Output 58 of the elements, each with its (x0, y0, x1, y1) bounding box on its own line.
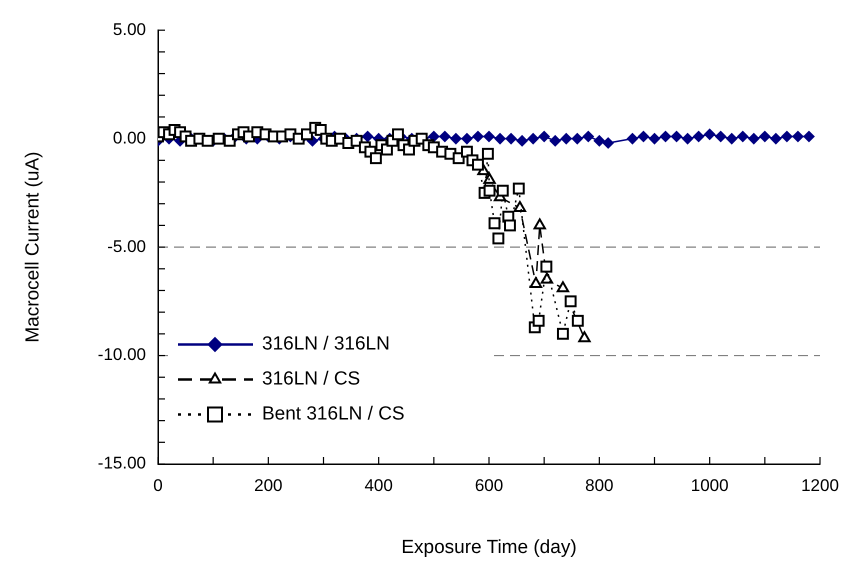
y-tick-label: -15.00 (98, 454, 146, 473)
point (550, 135, 561, 146)
point (582, 130, 594, 142)
point (506, 133, 517, 144)
legend-label: Bent 316LN / CS (262, 404, 405, 425)
point (560, 133, 572, 144)
point (770, 133, 782, 144)
point (594, 135, 605, 146)
point (602, 137, 614, 148)
point (649, 133, 660, 144)
point (362, 130, 374, 142)
point (715, 130, 726, 142)
y-tick-label: 0.00 (112, 128, 146, 148)
point (556, 281, 570, 292)
x-tick-label: 600 (474, 476, 504, 495)
point (792, 130, 804, 142)
x-tick-label: 800 (585, 476, 614, 495)
x-axis-title: Exposure Time (day) (401, 536, 577, 558)
legend-label: 316LN / CS (262, 368, 360, 390)
point (528, 133, 539, 144)
point (626, 133, 638, 144)
x-tick-label: 200 (254, 476, 283, 495)
point (572, 133, 583, 144)
point (494, 133, 506, 144)
point (530, 276, 542, 288)
point (578, 331, 591, 342)
point (638, 130, 649, 142)
point (450, 133, 462, 144)
point (737, 130, 748, 142)
x-tick-label: 1200 (801, 476, 839, 495)
x-tick-label: 0 (153, 476, 163, 495)
point (748, 133, 760, 144)
x-tick-label: 400 (364, 476, 393, 495)
point (538, 130, 550, 142)
point (439, 130, 450, 142)
legend-label: 316LN / 316LN (262, 334, 390, 355)
point (660, 130, 672, 142)
y-tick-label: 5.00 (112, 20, 146, 39)
point (671, 130, 682, 142)
point (693, 130, 704, 142)
point (781, 130, 792, 142)
point (484, 130, 494, 142)
point (534, 218, 546, 230)
point (428, 130, 440, 142)
point (472, 130, 484, 142)
point (682, 133, 694, 144)
y-tick-label: -5.00 (107, 236, 146, 256)
point (483, 172, 496, 184)
point (516, 135, 528, 146)
point (704, 128, 716, 140)
point (759, 130, 770, 142)
y-axis-title: Macrocell Current (uA) (22, 152, 44, 343)
y-tick-label: -10.00 (98, 345, 146, 364)
x-tick-label: 1000 (690, 476, 729, 495)
point (803, 130, 814, 142)
point (726, 133, 738, 144)
point (514, 201, 526, 212)
point (461, 133, 472, 144)
